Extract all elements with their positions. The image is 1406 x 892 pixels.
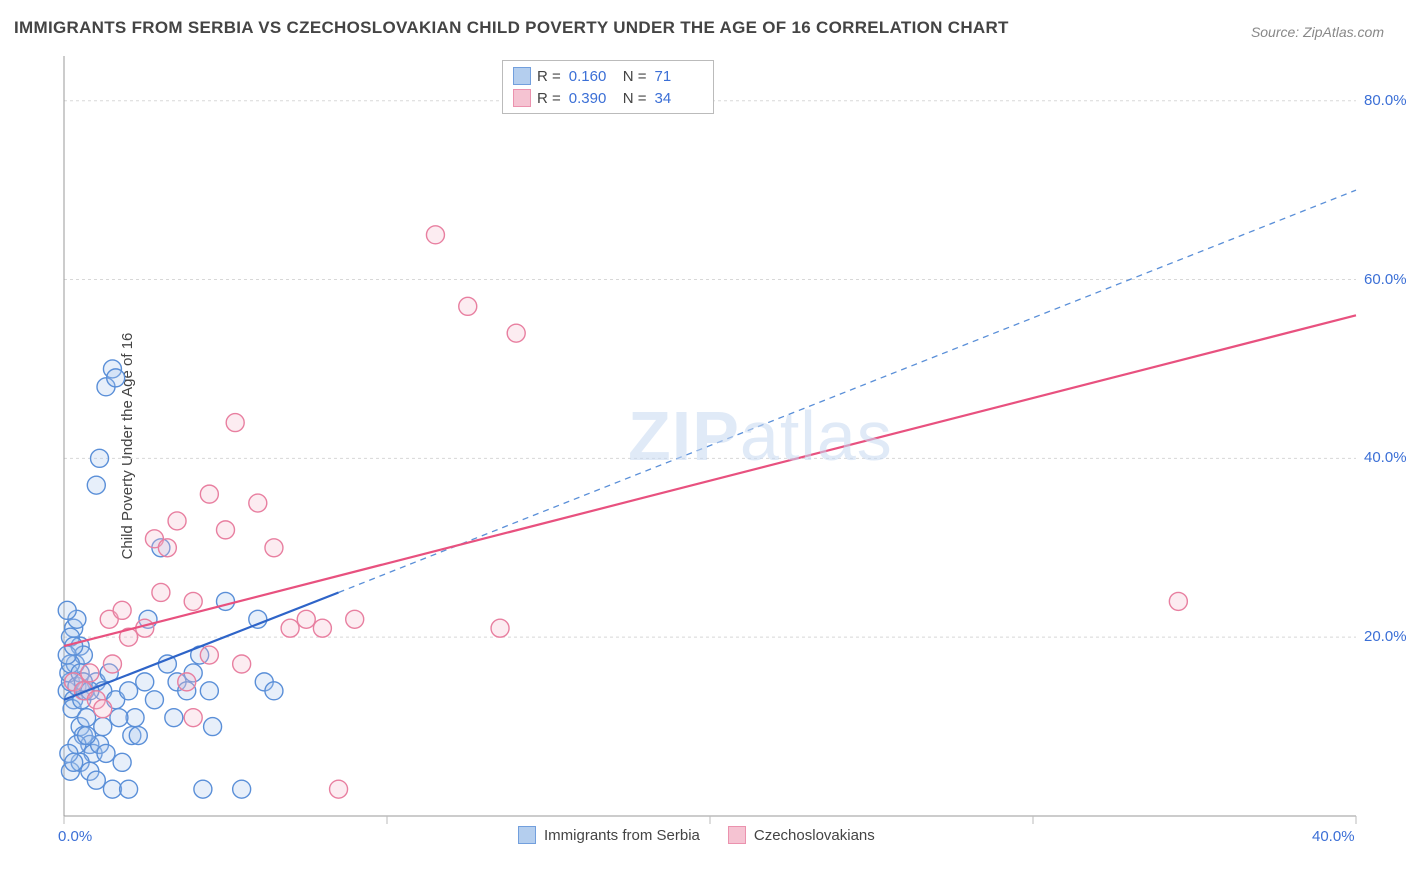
x-tick-label: 40.0% — [1312, 828, 1355, 845]
legend-r-value: 0.390 — [569, 90, 617, 107]
scatter-plot-svg — [48, 56, 1388, 876]
x-tick-label: 0.0% — [58, 828, 92, 845]
legend-series-label: Immigrants from Serbia — [544, 827, 700, 844]
chart-title: IMMIGRANTS FROM SERBIA VS CZECHOSLOVAKIA… — [14, 18, 1009, 38]
legend-n-label: N = — [623, 68, 647, 85]
correlation-legend: R = 0.160 N = 71 R = 0.390 N = 34 — [502, 60, 714, 114]
y-tick-label: 80.0% — [1364, 92, 1406, 109]
legend-r-label: R = — [537, 90, 561, 107]
source-attribution: Source: ZipAtlas.com — [1251, 24, 1384, 40]
legend-r-label: R = — [537, 68, 561, 85]
y-tick-label: 60.0% — [1364, 271, 1406, 288]
legend-bottom-item: Czechoslovakians — [728, 826, 875, 844]
legend-r-value: 0.160 — [569, 68, 617, 85]
chart-area: Child Poverty Under the Age of 16 ZIPatl… — [48, 56, 1388, 836]
legend-swatch — [518, 826, 536, 844]
legend-row: R = 0.390 N = 34 — [513, 87, 703, 109]
legend-swatch — [513, 67, 531, 85]
series-legend: Immigrants from Serbia Czechoslovakians — [518, 826, 875, 844]
legend-swatch — [728, 826, 746, 844]
legend-n-value: 71 — [655, 68, 703, 85]
legend-n-label: N = — [623, 90, 647, 107]
legend-n-value: 34 — [655, 90, 703, 107]
legend-swatch — [513, 89, 531, 107]
legend-series-label: Czechoslovakians — [754, 827, 875, 844]
y-tick-label: 40.0% — [1364, 449, 1406, 466]
legend-row: R = 0.160 N = 71 — [513, 65, 703, 87]
legend-bottom-item: Immigrants from Serbia — [518, 826, 700, 844]
y-tick-label: 20.0% — [1364, 628, 1406, 645]
